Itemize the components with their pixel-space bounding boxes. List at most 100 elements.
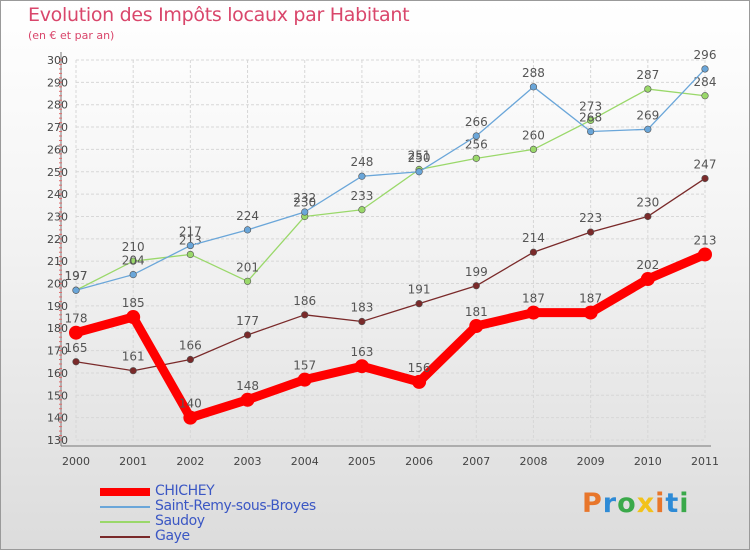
data-label: 165 bbox=[65, 341, 88, 355]
data-point bbox=[644, 85, 652, 93]
series-line-2 bbox=[75, 88, 706, 291]
data-label: 197 bbox=[65, 269, 88, 283]
logo-letter: o bbox=[617, 488, 637, 519]
y-tick-label: 270 bbox=[47, 121, 68, 134]
data-point bbox=[640, 272, 655, 287]
data-label: 288 bbox=[522, 66, 545, 80]
x-tick-label: 2011 bbox=[691, 455, 719, 468]
data-point bbox=[186, 250, 194, 259]
y-tick-label: 180 bbox=[47, 322, 68, 335]
data-label: 230 bbox=[293, 195, 316, 209]
y-tick-label: 240 bbox=[47, 188, 68, 201]
y-tick-label: 260 bbox=[47, 143, 68, 156]
data-label: 266 bbox=[465, 115, 488, 129]
data-label: 204 bbox=[122, 254, 145, 268]
data-label: 177 bbox=[236, 314, 259, 328]
data-point bbox=[529, 83, 538, 91]
data-label: 197 bbox=[65, 269, 88, 283]
data-point bbox=[129, 270, 137, 279]
data-point bbox=[243, 226, 252, 234]
data-label: 233 bbox=[350, 189, 373, 203]
data-point bbox=[587, 116, 595, 124]
y-tick-label: 160 bbox=[47, 367, 68, 380]
legend-item-saint-remy: Saint-Remy-sous-Broyes bbox=[100, 498, 400, 515]
data-label: 185 bbox=[122, 296, 145, 310]
proxiti-logo: Proxiti bbox=[582, 488, 690, 519]
data-label: 187 bbox=[522, 292, 545, 306]
data-label: 251 bbox=[408, 149, 431, 163]
data-point bbox=[129, 257, 137, 265]
data-point bbox=[644, 212, 652, 221]
data-label: 250 bbox=[408, 151, 431, 165]
x-tick-label: 2006 bbox=[405, 455, 433, 468]
logo-letter: i bbox=[655, 488, 666, 519]
y-tick-label: 250 bbox=[47, 166, 68, 179]
legend-label-gaye: Gaye bbox=[155, 528, 190, 544]
data-label: 191 bbox=[408, 283, 431, 297]
data-point bbox=[72, 358, 80, 366]
data-point bbox=[587, 228, 595, 236]
data-point bbox=[587, 127, 595, 136]
data-label: 296 bbox=[694, 48, 717, 62]
legend-item-chichey: CHICHEY bbox=[100, 483, 400, 500]
data-label: 157 bbox=[293, 359, 316, 373]
data-label: 213 bbox=[694, 233, 717, 247]
data-point bbox=[297, 372, 312, 387]
logo-letter: x bbox=[636, 488, 656, 519]
data-label: 247 bbox=[694, 157, 717, 171]
y-tick-label: 170 bbox=[47, 345, 68, 358]
data-point bbox=[301, 311, 309, 319]
data-point bbox=[701, 92, 709, 100]
data-point bbox=[472, 154, 480, 162]
legend-swatch-saint-remy bbox=[100, 506, 150, 508]
x-tick-label: 2001 bbox=[119, 455, 147, 468]
logo-letter: P bbox=[582, 488, 603, 519]
data-point bbox=[583, 305, 598, 320]
data-label: 256 bbox=[465, 137, 488, 151]
x-tick-label: 2005 bbox=[348, 455, 376, 468]
data-point bbox=[412, 374, 427, 389]
data-label: 269 bbox=[636, 108, 659, 122]
x-tick-label: 2002 bbox=[176, 455, 204, 468]
data-label: 223 bbox=[579, 211, 602, 225]
data-point bbox=[183, 410, 198, 425]
data-label: 217 bbox=[179, 225, 202, 239]
data-label: 232 bbox=[293, 191, 316, 205]
data-label: 287 bbox=[636, 68, 659, 82]
legend-swatch-saudoy bbox=[100, 521, 150, 523]
data-label: 161 bbox=[122, 350, 145, 364]
data-point bbox=[240, 392, 255, 407]
data-label: 148 bbox=[236, 379, 259, 393]
data-point bbox=[701, 174, 709, 183]
data-point bbox=[529, 145, 538, 154]
chart-subtitle: (en € et par an) bbox=[28, 29, 115, 42]
data-point bbox=[358, 172, 366, 180]
data-point bbox=[354, 359, 369, 374]
data-point bbox=[186, 241, 194, 250]
legend-swatch-chichey bbox=[100, 488, 150, 496]
data-label: 273 bbox=[579, 99, 602, 113]
data-point bbox=[415, 300, 423, 308]
y-tick-label: 230 bbox=[47, 210, 68, 223]
data-label: 230 bbox=[636, 195, 659, 209]
data-label: 284 bbox=[694, 75, 717, 89]
y-tick-label: 140 bbox=[47, 412, 68, 425]
data-point bbox=[72, 286, 80, 294]
data-label: 248 bbox=[350, 155, 373, 169]
legend-item-gaye: Gaye bbox=[100, 528, 400, 545]
series-line-1 bbox=[75, 68, 706, 291]
y-tick-label: 290 bbox=[47, 76, 68, 89]
data-point bbox=[243, 277, 252, 285]
data-point bbox=[526, 305, 541, 320]
data-point bbox=[472, 132, 480, 140]
data-label: 140 bbox=[179, 397, 202, 411]
data-point bbox=[698, 247, 712, 262]
data-label: 210 bbox=[122, 240, 145, 254]
y-tick-label: 300 bbox=[47, 54, 68, 67]
data-point bbox=[186, 355, 194, 364]
data-label: 181 bbox=[465, 305, 488, 319]
x-tick-label: 2007 bbox=[462, 455, 490, 468]
data-label: 214 bbox=[522, 231, 545, 245]
